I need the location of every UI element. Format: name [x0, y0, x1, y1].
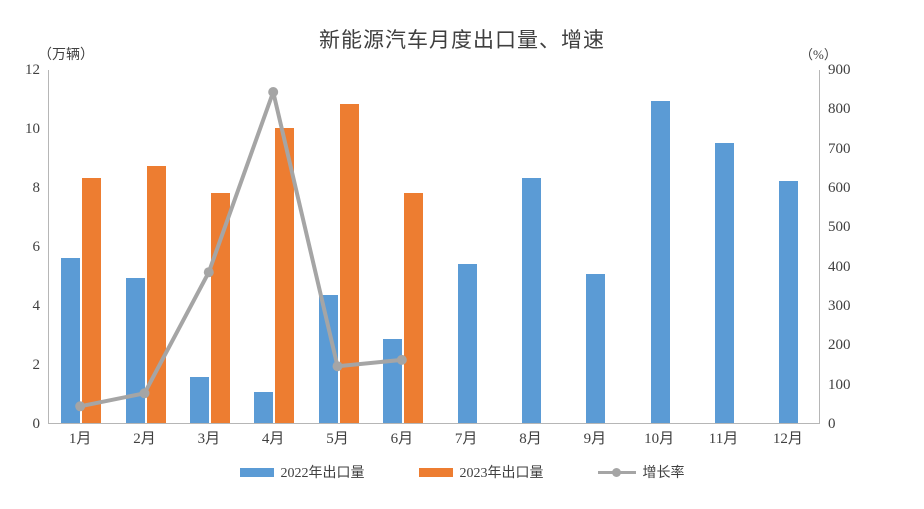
bar-2023-6月	[403, 192, 423, 423]
right-axis-tick-600: 600	[828, 180, 851, 196]
chart-title: 新能源汽车月度出口量、增速	[319, 28, 605, 52]
legend-label: 增长率	[642, 466, 685, 481]
right-axis-tick-500: 500	[828, 219, 851, 236]
legend-item-1[interactable]: 2022年出口量	[239, 462, 365, 482]
bar-2022-4月	[254, 392, 274, 423]
left-axis-tick-6: 6	[32, 239, 41, 255]
bar-2022-3月	[189, 377, 209, 423]
bar-2022-6月	[382, 338, 402, 423]
x-axis-label-7月: 7月	[454, 431, 478, 447]
x-axis-label-8月: 8月	[519, 431, 542, 447]
right-axis-tick-800: 800	[828, 101, 851, 118]
left-axis-tick-4: 4	[32, 298, 41, 314]
right-axis-tick-900: 900	[828, 62, 851, 78]
left-axis-tick-10: 10	[25, 121, 40, 137]
bar-2022-9月	[586, 274, 606, 423]
plot-area	[48, 70, 820, 424]
x-axis-label-5月: 5月	[326, 431, 349, 447]
right-axis-tick-200: 200	[828, 337, 851, 354]
right-axis-tick-0: 0	[828, 416, 836, 432]
bar-2023-5月	[339, 104, 359, 423]
left-axis-tick-2: 2	[32, 357, 41, 373]
bar-2022-2月	[125, 278, 145, 423]
x-axis-label-12月: 12月	[772, 431, 803, 447]
right-axis-unit-label: （%）	[800, 47, 837, 62]
x-axis-label-3月: 3月	[197, 431, 221, 447]
right-axis-tick-400: 400	[828, 258, 851, 275]
bar-2023-1月	[82, 178, 102, 423]
bar-2022-1月	[61, 257, 81, 423]
x-axis-label-6月: 6月	[390, 431, 414, 447]
x-axis-label-1月: 1月	[68, 431, 92, 447]
legend-swatch-icon	[418, 467, 453, 477]
right-axis-tick-700: 700	[828, 140, 851, 157]
legend-item-3[interactable]: 增长率	[597, 462, 685, 482]
legend-line-marker-icon	[597, 466, 636, 478]
bar-2023-3月	[210, 192, 230, 423]
chart-legend: 2022年出口量 2023年出口量 增长率	[0, 462, 924, 482]
bar-2022-5月	[318, 294, 338, 423]
bar-2023-2月	[146, 166, 166, 423]
x-axis-label-4月: 4月	[261, 431, 285, 447]
bar-2023-4月	[275, 128, 295, 423]
left-axis-tick-0: 0	[32, 416, 41, 432]
x-axis-label-9月: 9月	[583, 431, 607, 447]
right-axis-tick-300: 300	[828, 298, 851, 314]
left-axis-tick-12: 12	[25, 62, 40, 78]
legend-label: 2023年出口量	[459, 466, 544, 481]
left-axis-unit-label: （万辆）	[38, 48, 94, 63]
legend-item-2[interactable]: 2023年出口量	[418, 462, 544, 482]
x-axis-label-10月: 10月	[644, 431, 675, 447]
bar-2022-7月	[457, 263, 477, 423]
bar-2022-11月	[715, 142, 734, 423]
bar-2022-12月	[779, 181, 799, 423]
legend-swatch-icon	[239, 467, 274, 477]
legend-label: 2022年出口量	[280, 466, 365, 481]
right-axis-tick-100: 100	[828, 376, 851, 393]
bar-2022-10月	[650, 101, 670, 423]
bar-2022-8月	[522, 178, 541, 423]
x-axis-label-2月: 2月	[133, 431, 156, 447]
x-axis-label-11月: 11月	[708, 431, 739, 447]
left-axis-tick-8: 8	[32, 180, 41, 196]
